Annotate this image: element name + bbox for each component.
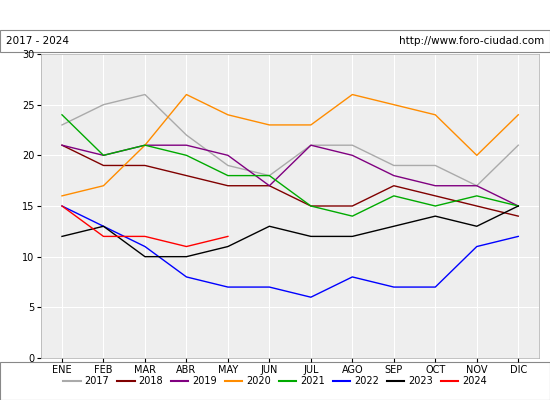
Text: Evolucion del paro registrado en L'Albiol: Evolucion del paro registrado en L'Albio… (121, 8, 429, 22)
Text: 2017 - 2024: 2017 - 2024 (6, 36, 69, 46)
Legend: 2017, 2018, 2019, 2020, 2021, 2022, 2023, 2024: 2017, 2018, 2019, 2020, 2021, 2022, 2023… (59, 372, 491, 390)
Text: http://www.foro-ciudad.com: http://www.foro-ciudad.com (399, 36, 544, 46)
